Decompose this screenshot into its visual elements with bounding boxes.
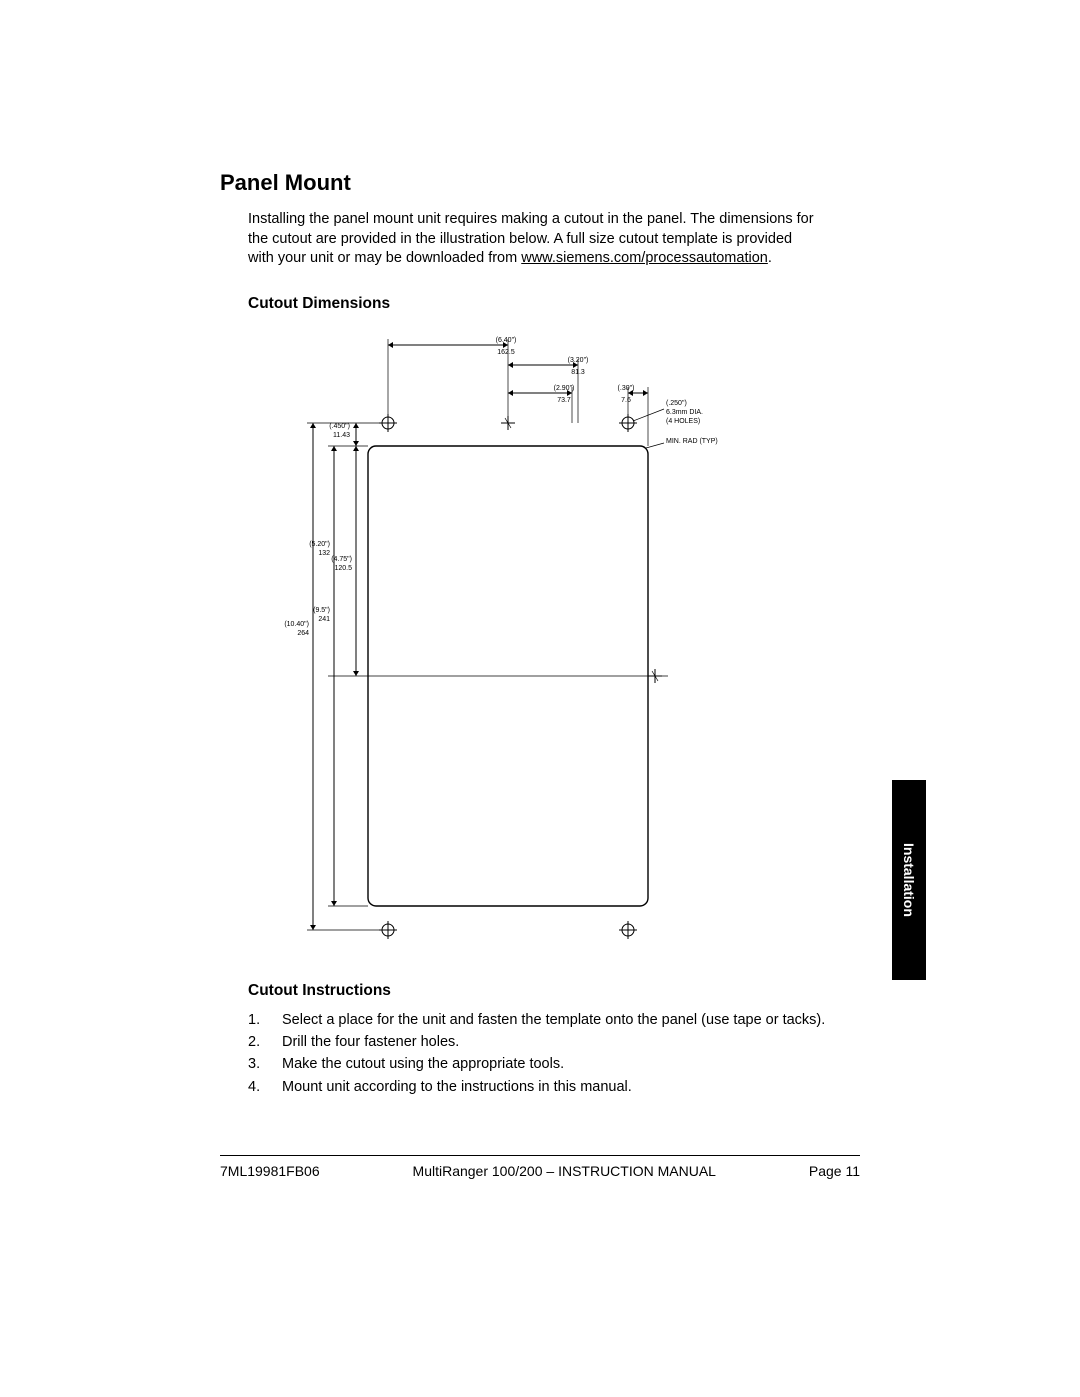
svg-text:241: 241 [318, 616, 330, 623]
svg-text:264: 264 [297, 630, 309, 637]
svg-text:(.450"): (.450") [329, 423, 350, 430]
intro-period: . [768, 250, 772, 266]
svg-text:(2.90"): (2.90") [554, 385, 575, 392]
instruction-step: Make the cutout using the appropriate to… [248, 1054, 860, 1074]
intro-line-2: the cutout are provided in the illustrat… [248, 231, 792, 247]
svg-text:(.250"): (.250") [666, 400, 687, 407]
page-title: Panel Mount [220, 170, 860, 196]
svg-text:MIN. RAD (TYP): MIN. RAD (TYP) [666, 438, 718, 445]
download-url[interactable]: www.siemens.com/processautomation [521, 250, 768, 266]
instruction-step: Select a place for the unit and fasten t… [248, 1010, 860, 1030]
svg-text:(6.40"): (6.40") [496, 337, 517, 344]
svg-text:(3.20"): (3.20") [568, 357, 589, 364]
section-tab-installation: Installation [892, 780, 926, 980]
footer-page-number: Page 11 [809, 1163, 860, 1179]
instructions-list: Select a place for the unit and fasten t… [248, 1010, 860, 1097]
svg-text:7.6: 7.6 [621, 397, 631, 404]
cutout-diagram: (6.40") 162.5 (3.20") 81.3 (2.90") 73.7 (.30")… [248, 331, 860, 956]
instruction-step: Mount unit according to the instructions… [248, 1077, 860, 1097]
svg-text:11.43: 11.43 [333, 432, 350, 439]
svg-text:120.5: 120.5 [334, 565, 352, 572]
svg-text:81.3: 81.3 [571, 369, 585, 376]
svg-text:(9.5"): (9.5") [313, 607, 330, 614]
svg-text:132: 132 [318, 550, 330, 557]
page-footer: 7ML19981FB06 MultiRanger 100/200 – INSTR… [220, 1163, 860, 1179]
intro-line-1: Installing the panel mount unit requires… [248, 211, 814, 227]
section-dimensions-heading: Cutout Dimensions [248, 295, 860, 313]
svg-text:6.3mm DIA.: 6.3mm DIA. [666, 409, 703, 416]
svg-text:73.7: 73.7 [557, 397, 571, 404]
svg-text:(4 HOLES): (4 HOLES) [666, 418, 700, 425]
instruction-step: Drill the four fastener holes. [248, 1032, 860, 1052]
svg-text:162.5: 162.5 [497, 349, 515, 356]
intro-paragraph: Installing the panel mount unit requires… [248, 210, 860, 269]
svg-text:(10.40"): (10.40") [284, 621, 309, 628]
footer-rule [220, 1155, 860, 1156]
svg-text:(4.75"): (4.75") [331, 556, 352, 563]
intro-line-3: with your unit or may be downloaded from [248, 250, 521, 266]
footer-doc-id: 7ML19981FB06 [220, 1163, 320, 1179]
section-instructions-heading: Cutout Instructions [248, 982, 860, 1000]
svg-text:(.30"): (.30") [618, 385, 635, 392]
footer-doc-title: MultiRanger 100/200 – INSTRUCTION MANUAL [413, 1163, 716, 1179]
svg-text:(5.20"): (5.20") [309, 541, 330, 548]
